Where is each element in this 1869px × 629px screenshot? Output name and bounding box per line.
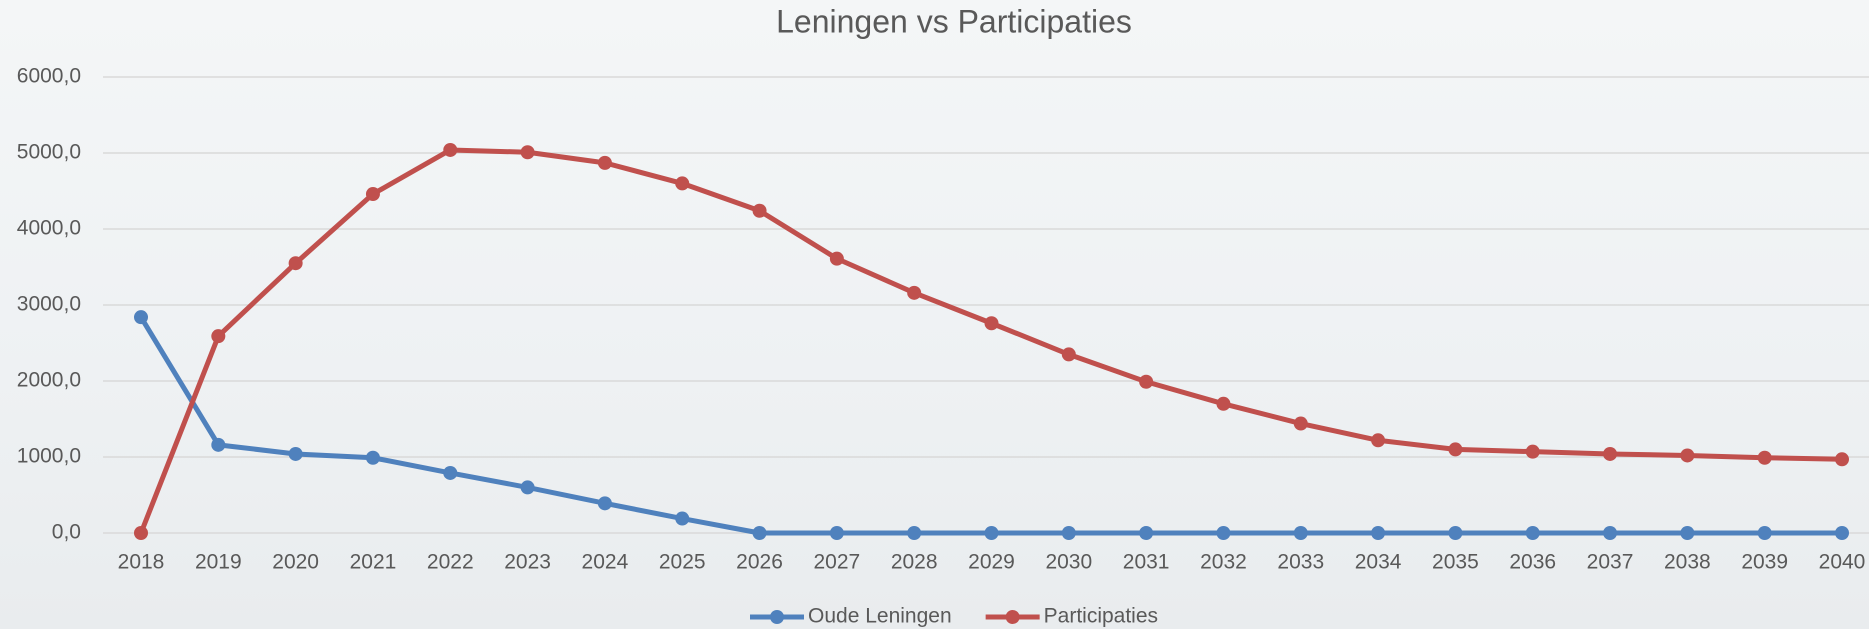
- y-tick-label: 2000,0: [17, 369, 81, 392]
- y-tick-label: 0,0: [52, 521, 81, 544]
- data-point: [1216, 526, 1230, 540]
- legend-marker: [1006, 610, 1020, 624]
- x-tick-label: 2018: [118, 551, 165, 574]
- chart-title: Leningen vs Participaties: [776, 3, 1132, 39]
- data-point: [366, 451, 380, 465]
- data-point: [1294, 526, 1308, 540]
- data-point: [211, 329, 225, 343]
- x-tick-label: 2032: [1200, 551, 1247, 574]
- legend-label: Oude Leningen: [808, 605, 952, 628]
- legend-label: Participaties: [1044, 605, 1158, 628]
- x-tick-label: 2034: [1355, 551, 1402, 574]
- data-point: [985, 316, 999, 330]
- y-tick-label: 1000,0: [17, 445, 81, 468]
- series-line: [141, 317, 1842, 533]
- x-tick-label: 2021: [350, 551, 397, 574]
- data-point: [1448, 526, 1462, 540]
- x-tick-label: 2033: [1277, 551, 1324, 574]
- data-point: [1139, 375, 1153, 389]
- data-point: [675, 176, 689, 190]
- data-point: [1758, 526, 1772, 540]
- data-point: [1062, 526, 1076, 540]
- data-point: [1062, 347, 1076, 361]
- x-tick-label: 2035: [1432, 551, 1479, 574]
- data-point: [289, 447, 303, 461]
- data-point: [521, 480, 535, 494]
- data-point: [753, 204, 767, 218]
- data-point: [1294, 417, 1308, 431]
- legend-marker: [770, 610, 784, 624]
- chart: Leningen vs Participaties 0,0 1000,0 2000,…: [0, 0, 1869, 629]
- data-point: [1371, 433, 1385, 447]
- series-line: [141, 150, 1842, 533]
- x-tick-label: 2039: [1741, 551, 1788, 574]
- y-tick-label: 3000,0: [17, 293, 81, 316]
- x-tick-label: 2031: [1123, 551, 1170, 574]
- data-point: [134, 526, 148, 540]
- page: Leningen vs Participaties 0,0 1000,0 2000,…: [0, 0, 1869, 629]
- data-point: [907, 286, 921, 300]
- data-point: [366, 187, 380, 201]
- data-point: [1448, 442, 1462, 456]
- data-point: [134, 310, 148, 324]
- data-point: [1526, 445, 1540, 459]
- data-point: [1371, 526, 1385, 540]
- data-point: [1758, 451, 1772, 465]
- x-tick-label: 2019: [195, 551, 242, 574]
- data-point: [1526, 526, 1540, 540]
- x-tick-label: 2022: [427, 551, 474, 574]
- x-tick-label: 2020: [272, 551, 319, 574]
- data-point: [1680, 448, 1694, 462]
- data-point: [753, 526, 767, 540]
- x-tick-label: 2036: [1509, 551, 1556, 574]
- data-point: [1835, 526, 1849, 540]
- data-point: [1603, 447, 1617, 461]
- x-tick-label: 2023: [504, 551, 551, 574]
- x-tick-label: 2029: [968, 551, 1015, 574]
- data-point: [1139, 526, 1153, 540]
- y-tick-label: 6000,0: [17, 65, 81, 88]
- x-tick-label: 2040: [1819, 551, 1866, 574]
- y-tick-label: 5000,0: [17, 141, 81, 164]
- data-point: [830, 526, 844, 540]
- data-point: [443, 466, 457, 480]
- data-point: [675, 512, 689, 526]
- x-tick-label: 2024: [582, 551, 629, 574]
- x-tick-label: 2038: [1664, 551, 1711, 574]
- data-point: [1835, 452, 1849, 466]
- data-point: [907, 526, 921, 540]
- data-point: [289, 256, 303, 270]
- x-tick-label: 2027: [814, 551, 861, 574]
- data-point: [211, 438, 225, 452]
- data-point: [598, 156, 612, 170]
- x-tick-label: 2025: [659, 551, 706, 574]
- data-point: [830, 252, 844, 266]
- data-point: [1680, 526, 1694, 540]
- data-point: [521, 145, 535, 159]
- x-tick-label: 2026: [736, 551, 783, 574]
- x-tick-label: 2028: [891, 551, 938, 574]
- data-point: [443, 143, 457, 157]
- x-tick-label: 2030: [1045, 551, 1092, 574]
- x-tick-label: 2037: [1587, 551, 1634, 574]
- y-tick-label: 4000,0: [17, 217, 81, 240]
- data-point: [1216, 397, 1230, 411]
- data-point: [1603, 526, 1617, 540]
- data-point: [985, 526, 999, 540]
- data-point: [598, 496, 612, 510]
